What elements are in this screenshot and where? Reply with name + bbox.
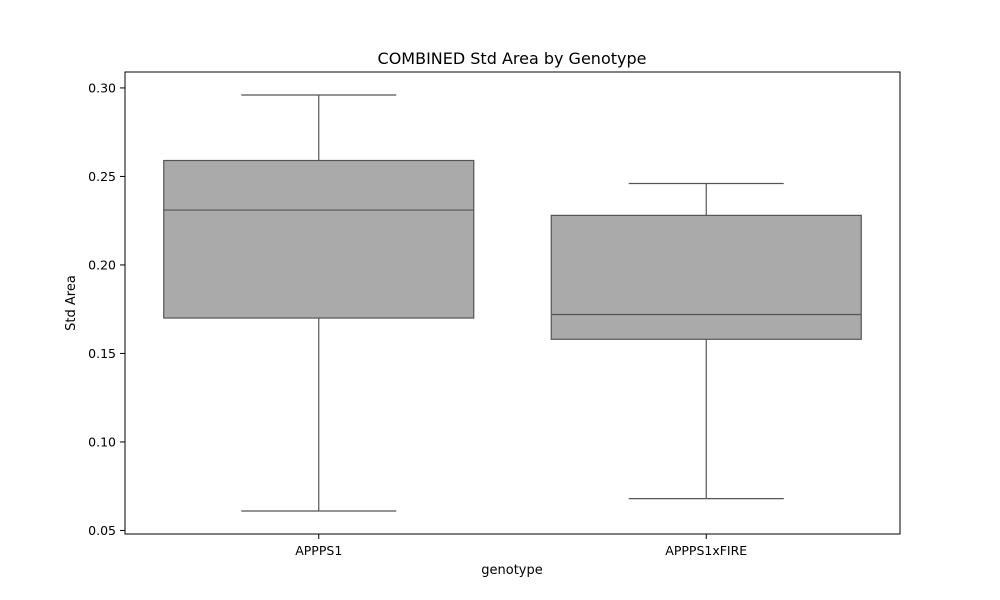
chart-title: COMBINED Std Area by Genotype: [378, 49, 647, 68]
iqr-box: [550, 214, 862, 340]
y-tick-label: 0.15: [88, 346, 116, 361]
x-tick-label: APPPS1xFIRE: [665, 543, 747, 558]
x-axis: APPPS1 APPPS1xFIRE: [295, 534, 747, 558]
box-appps1xfire: [550, 182, 862, 500]
box-appps1: [163, 94, 475, 512]
y-tick-label: 0.30: [88, 80, 116, 95]
x-tick-label: APPPS1: [295, 543, 342, 558]
y-tick-label: 0.25: [88, 169, 116, 184]
iqr-box: [163, 159, 475, 319]
x-axis-label: genotype: [481, 563, 542, 578]
y-tick-label: 0.10: [88, 434, 116, 449]
y-tick-label: 0.20: [88, 257, 116, 272]
y-axis: 0.05 0.10 0.15 0.20 0.25 0.30: [88, 80, 125, 538]
plot-frame: [124, 71, 901, 535]
y-tick-label: 0.05: [88, 523, 116, 538]
boxes-layer: [163, 94, 862, 512]
y-axis-label: Std Area: [64, 275, 79, 331]
